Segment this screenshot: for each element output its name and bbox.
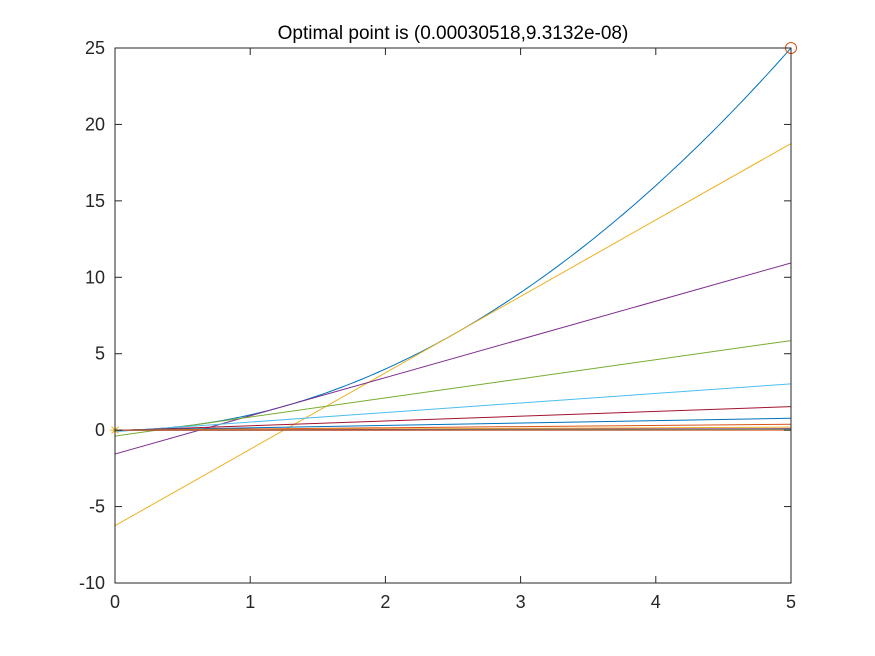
tangent-line-6 bbox=[115, 417, 791, 431]
x-tick-label: 5 bbox=[786, 592, 796, 612]
axes-box bbox=[114, 47, 792, 584]
tangent-line-2 bbox=[115, 262, 791, 455]
markers-layer bbox=[110, 42, 797, 436]
x-tick-label: 0 bbox=[110, 592, 120, 612]
tangent-line-1 bbox=[115, 143, 791, 527]
lines-layer bbox=[115, 48, 791, 527]
y-tick-label: -5 bbox=[89, 497, 105, 517]
curve-line bbox=[115, 48, 791, 431]
tangent-line-3 bbox=[115, 340, 791, 437]
x-tick-label: 1 bbox=[245, 592, 255, 612]
x-tick-label: 4 bbox=[651, 592, 661, 612]
y-tick-label: 0 bbox=[95, 420, 105, 440]
y-tick-label: 15 bbox=[85, 191, 105, 211]
chart-title: Optimal point is (0.00030518,9.3132e-08) bbox=[278, 23, 629, 44]
tangent-line-4 bbox=[115, 383, 791, 433]
tangent-line-5 bbox=[115, 406, 791, 432]
y-tick-label: 25 bbox=[85, 38, 105, 58]
axes-layer: 0 1 2 3 4 5 -10 -5 0 5 10 15 20 25 bbox=[79, 38, 796, 612]
y-tick-label: 5 bbox=[95, 344, 105, 364]
y-tick-label: -10 bbox=[79, 573, 105, 593]
x-tick-label: 3 bbox=[516, 592, 526, 612]
x-tick-label: 2 bbox=[380, 592, 390, 612]
y-tick-label: 10 bbox=[85, 267, 105, 287]
y-tick-label: 20 bbox=[85, 114, 105, 134]
